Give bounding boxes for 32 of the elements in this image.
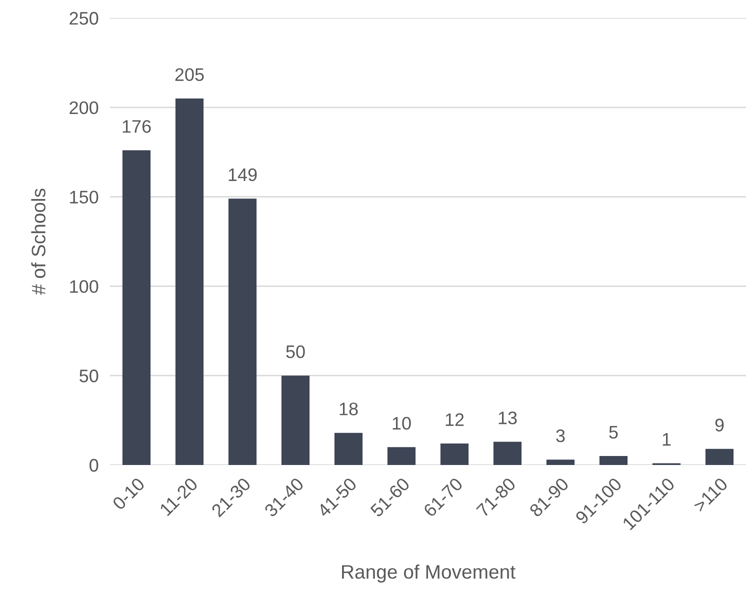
data-label: 5: [609, 426, 618, 439]
data-label: 176: [122, 120, 151, 133]
data-label: 205: [175, 68, 204, 81]
bar: [599, 456, 628, 465]
bar: [387, 447, 416, 465]
bar: [281, 376, 310, 465]
x-axis-title: Range of Movement: [342, 564, 516, 583]
data-label: 50: [286, 345, 305, 358]
y-tick-label: 250: [70, 12, 98, 25]
bar: [228, 198, 257, 465]
data-label: 9: [715, 418, 724, 432]
bar: [334, 432, 363, 465]
bar: [546, 460, 575, 465]
bar: [122, 150, 151, 465]
data-label: 10: [392, 416, 411, 430]
y-tick-label: 0: [90, 458, 98, 472]
x-tick-label: 0-10: [112, 476, 146, 511]
bar: [175, 98, 204, 465]
data-label: 13: [498, 412, 517, 424]
data-label: 12: [446, 413, 464, 426]
y-axis-title: # of Schools: [31, 188, 46, 295]
data-label: 18: [340, 402, 358, 416]
data-label: 3: [556, 429, 565, 442]
bar: [440, 444, 469, 465]
y-tick-label: 150: [70, 190, 98, 204]
bar: [705, 448, 734, 465]
data-label: 149: [228, 168, 257, 182]
y-tick-label: 50: [80, 370, 98, 382]
y-tick-label: 100: [70, 280, 98, 293]
bar: [493, 442, 522, 465]
y-tick-label: 200: [70, 101, 98, 114]
data-label: 1: [662, 433, 671, 446]
